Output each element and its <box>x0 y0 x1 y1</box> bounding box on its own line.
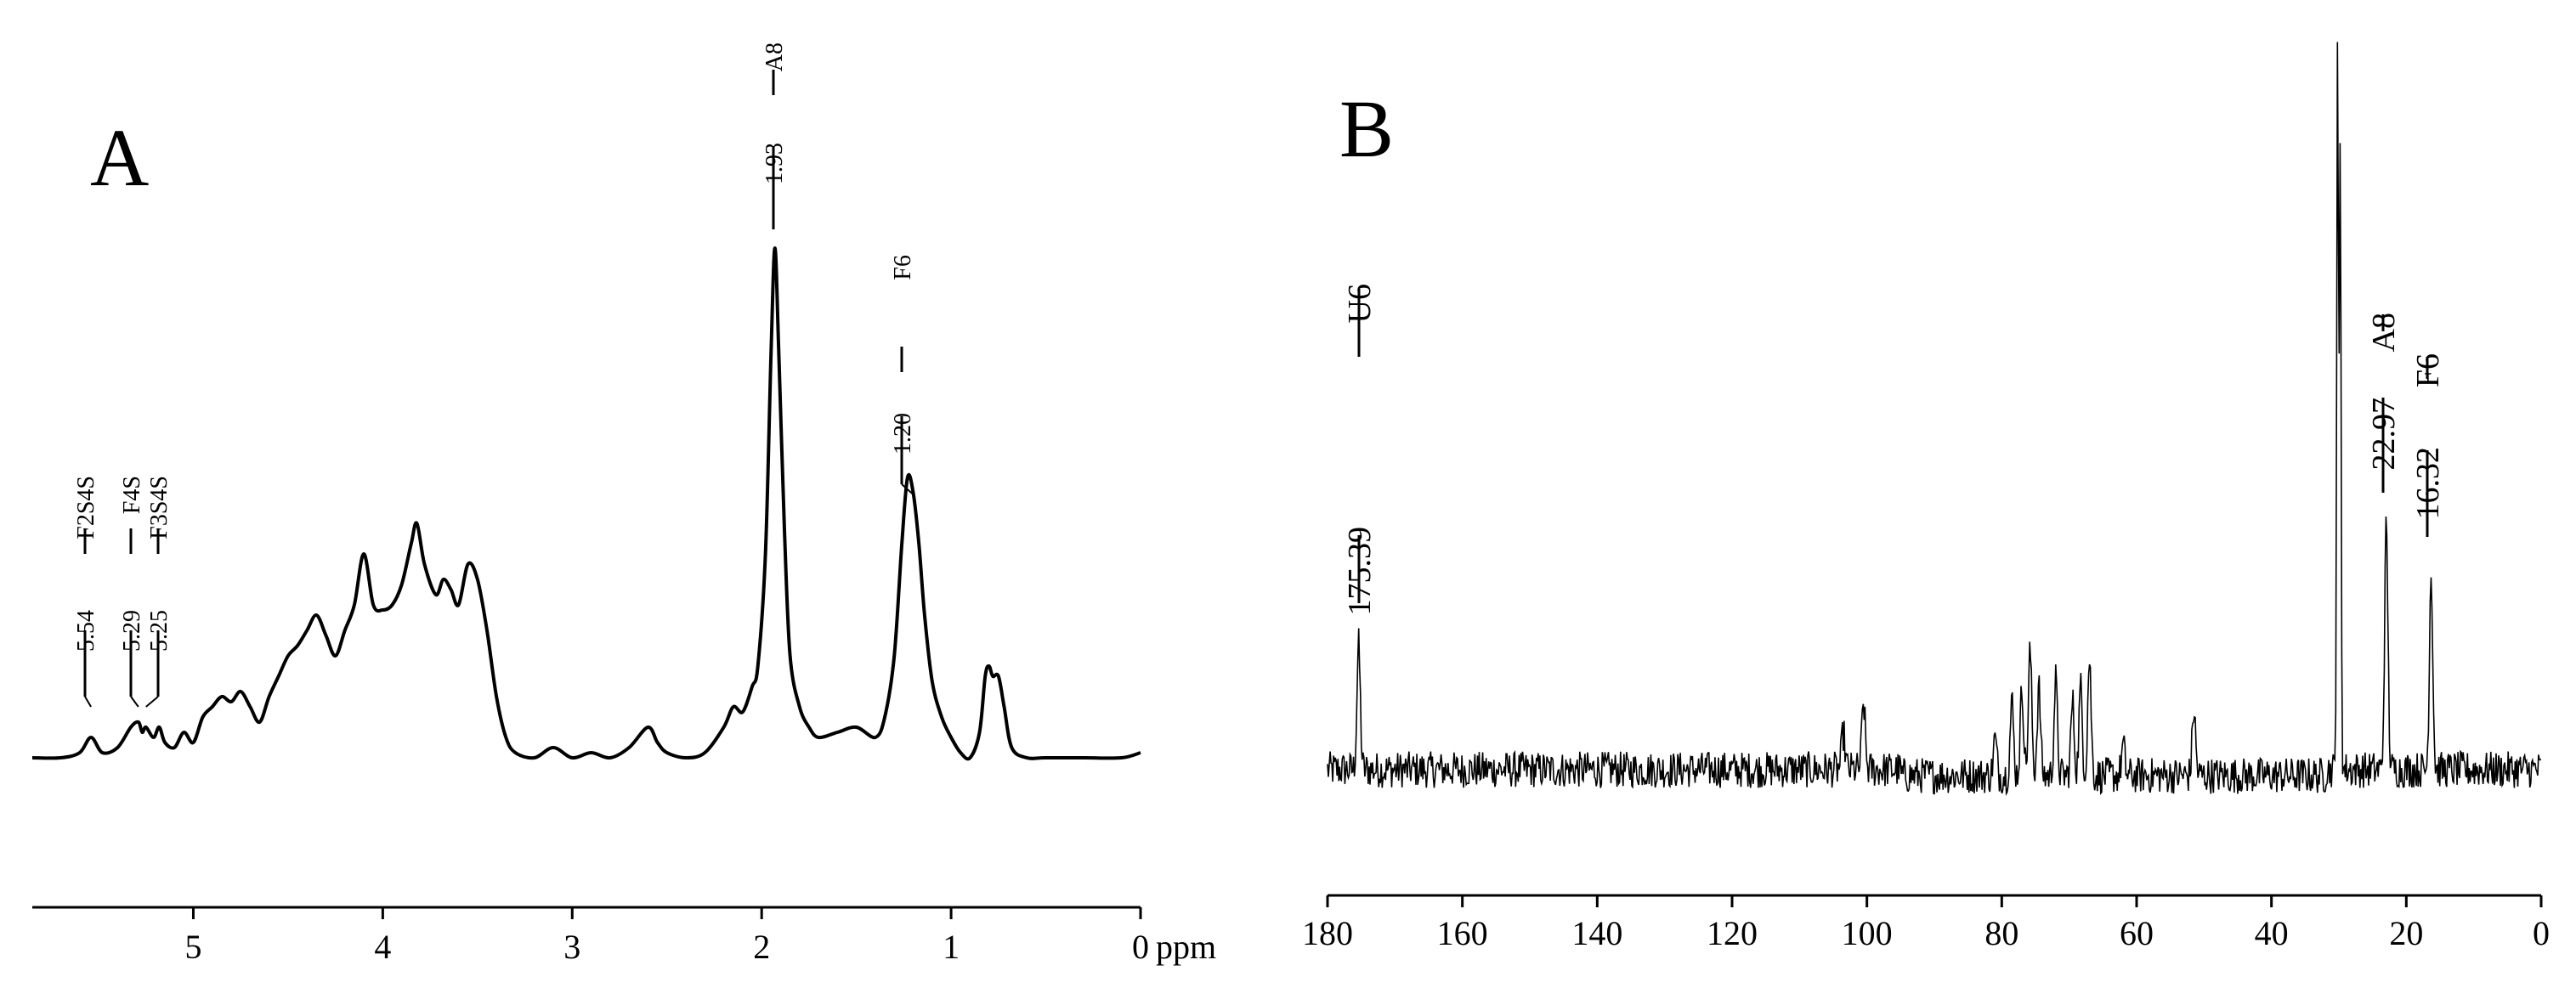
panel-a-annotation-name: F4S <box>119 476 145 514</box>
panel-b-tick-label: 160 <box>1437 914 1488 952</box>
panel-b-ticks: 180 160 140 120 100 80 60 40 20 0 <box>1302 895 2550 952</box>
panel-a-annotation-value: 1.93 <box>761 143 788 184</box>
panel-a-tick-label: 4 <box>374 928 391 966</box>
panel-a-unit-label: ppm <box>1156 928 1216 966</box>
panel-b-annotation-name: F6 <box>2410 353 2446 387</box>
panel-a-spectrum <box>31 246 1141 761</box>
panel-a-ticks: 5 4 3 2 1 0 ppm <box>184 907 1216 966</box>
panel-b-annotations: 175.39 U6 22.97 A8 16.32 F6 <box>1342 284 2446 616</box>
panel-a-annotation-value: 5.54 <box>73 610 99 652</box>
panel-a-letter: A <box>90 112 149 203</box>
panel-a-annotation-value: 5.29 <box>119 610 145 652</box>
panel-a-annotation-connector <box>130 696 139 708</box>
panel-a-annotation-connector <box>901 483 914 495</box>
panel-a-tick-label: 3 <box>563 928 580 966</box>
panel-a-tick-label: 0 <box>1132 928 1149 966</box>
panel-a-tick-label: 1 <box>943 928 960 966</box>
panel-a-annotation-value: 1.20 <box>890 413 916 455</box>
panel-a-annotation-name: F3S4S <box>146 476 173 539</box>
panel-b-tick-label: 180 <box>1302 914 1353 952</box>
panel-a-tick-label: 5 <box>184 928 201 966</box>
panel-b-annotation-value: 175.39 <box>1342 527 1378 616</box>
panel-b-series-line <box>1327 42 2542 797</box>
panel-b-tick-label: 20 <box>2389 914 2423 952</box>
panel-a-tick-label: 2 <box>753 928 770 966</box>
panel-a-annotations: 5.54 F2S4S 5.29 F4S 5.25 F3S4S 1.93 A8 1.20 F6 <box>73 42 916 708</box>
panel-b-annotation-value: 22.97 <box>2366 398 2402 471</box>
panel-a-annotation-connector <box>145 696 159 708</box>
panel-a-annotation-name: F6 <box>890 255 916 280</box>
panel-b-annotation-name: U6 <box>1342 284 1378 323</box>
panel-a-annotation-name: A8 <box>761 42 788 71</box>
panel-a-annotation-value: 5.25 <box>146 610 173 652</box>
panel-b-tick-label: 120 <box>1707 914 1758 952</box>
panel-b-tick-label: 60 <box>2120 914 2154 952</box>
panel-a-annotation-connector <box>84 696 92 708</box>
panel-b-tick-label: 80 <box>1984 914 2018 952</box>
panel-b-annotation-name: A8 <box>2366 313 2402 352</box>
panel-b-letter: B <box>1339 83 1394 174</box>
panel-b-tick-label: 0 <box>2533 914 2550 952</box>
panel-b-tick-label: 140 <box>1571 914 1622 952</box>
panel-b-spectrum <box>1327 42 2542 797</box>
panel-a-annotation-name: F2S4S <box>73 476 99 539</box>
panel-b-tick-label: 100 <box>1842 914 1893 952</box>
panel-b-tick-label: 40 <box>2255 914 2289 952</box>
panel-a-series-line <box>31 246 1141 761</box>
panel-b-annotation-value: 16.32 <box>2410 447 2446 520</box>
panel-a-1h-nmr: A 5 4 3 2 1 0 ppm 5.54 F2S4S 5.29 F4S 5.25 F3S4S 1.9… <box>31 42 1216 966</box>
panel-b-13c-nmr: B 180 160 140 120 100 80 60 40 20 0 175.39 U6 22.97… <box>1302 42 2550 952</box>
